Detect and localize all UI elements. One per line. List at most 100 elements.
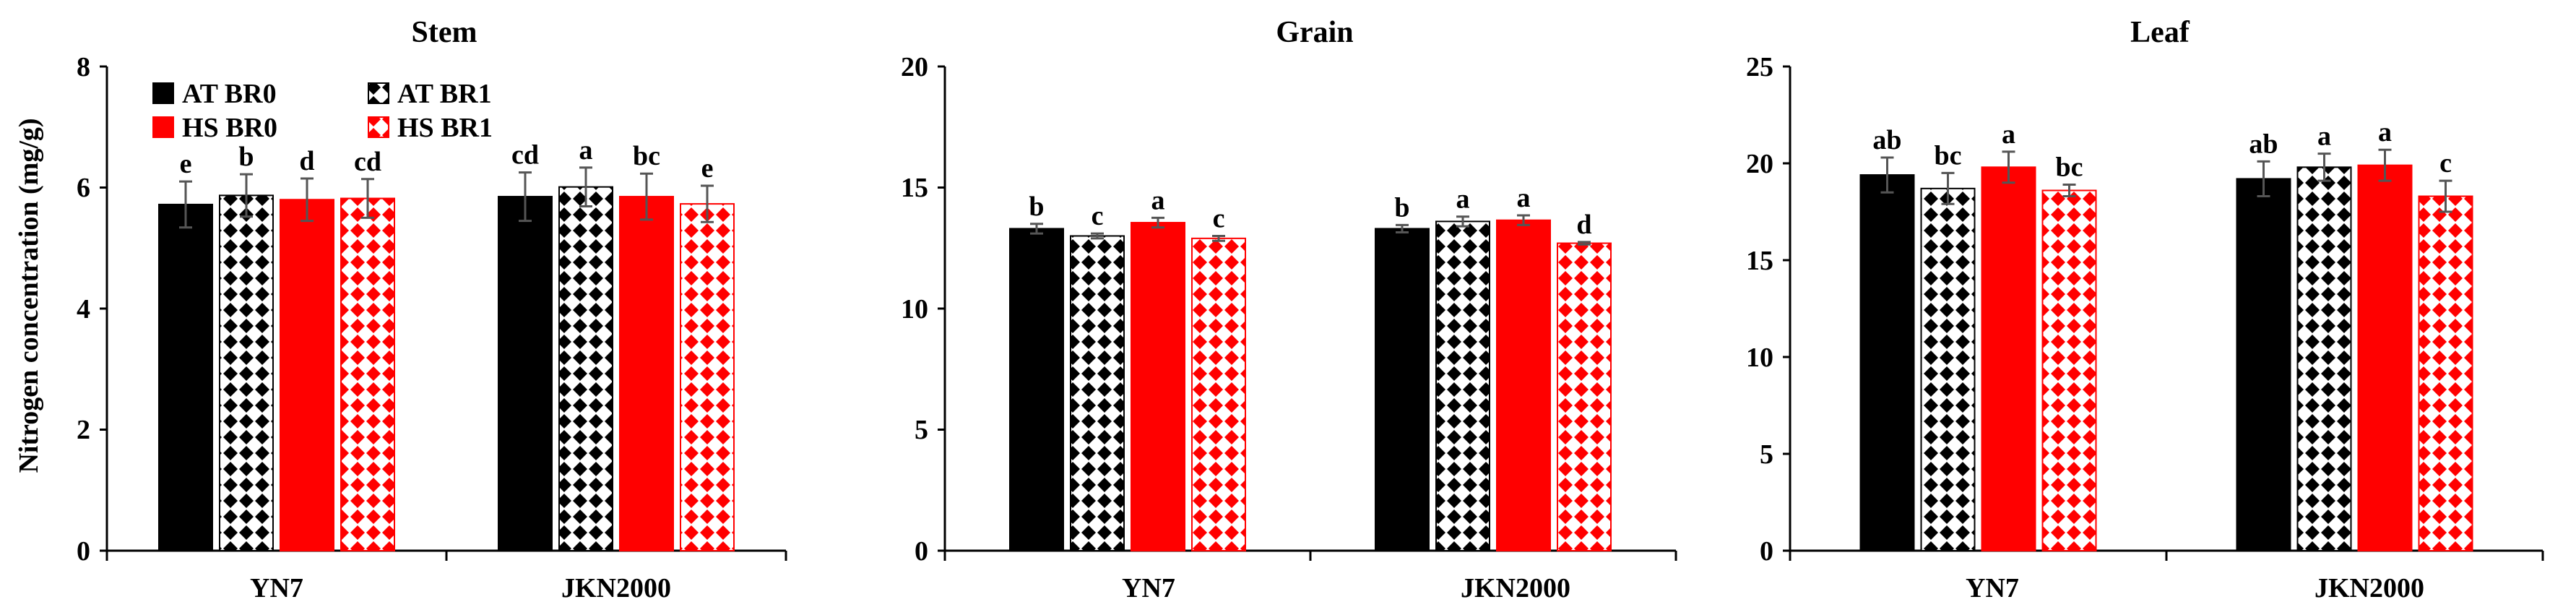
legend-swatch — [152, 116, 174, 138]
y-tick-label: 8 — [77, 52, 90, 82]
y-tick-label: 2 — [77, 415, 90, 445]
bars: ab bc a bc ab a a c — [1859, 117, 2473, 552]
y-tick-label: 10 — [1746, 343, 1773, 373]
legend-label: AT BR0 — [182, 79, 277, 109]
error-bar — [1456, 215, 1469, 228]
significance-letter: a — [1517, 183, 1531, 213]
chart-title: Grain — [1276, 16, 1353, 49]
error-bar — [701, 184, 714, 223]
error-bar — [1151, 216, 1164, 229]
bars: b cac b a ad — [1009, 183, 1612, 551]
bar-hs-br0 — [2357, 164, 2413, 551]
bar-at-br0 — [498, 196, 553, 551]
bar-hs-br0 — [280, 199, 334, 551]
significance-letter: b — [238, 142, 254, 172]
bar-at-br1 — [219, 194, 274, 551]
y-tick-label: 15 — [901, 173, 928, 203]
significance-letter: c — [1092, 201, 1104, 231]
significance-letter: e — [180, 149, 192, 179]
bar-hs-br1 — [680, 203, 735, 551]
error-bar — [361, 178, 374, 219]
error-bar — [240, 173, 253, 218]
y-tick-label: 20 — [1746, 149, 1773, 179]
significance-letter: cd — [354, 147, 381, 177]
legend-item-hs-br0: HS BR0 — [152, 113, 277, 143]
leaf-chart: Leaf 0 5 10 15 20 25 YN7 JKN2000 abbcabc… — [1746, 16, 2544, 603]
bar-hs-br1 — [1557, 242, 1612, 551]
bar-at-br0 — [158, 203, 213, 551]
legend-swatch — [152, 82, 174, 104]
y-axis: 0 5 10 15 20 — [901, 52, 946, 567]
y-tick-label: 25 — [1746, 52, 1773, 82]
legend-label: HS BR1 — [397, 113, 493, 143]
bar-hs-br1 — [2418, 195, 2473, 551]
error-bar — [2257, 160, 2270, 198]
x-axis: YN7 JKN2000 — [1789, 549, 2544, 603]
x-category-label: JKN2000 — [561, 573, 671, 603]
bar-at-br0 — [1009, 228, 1064, 551]
x-category-label: YN7 — [1122, 573, 1175, 603]
bar-at-br1 — [1920, 187, 1976, 551]
error-bar — [2002, 150, 2015, 184]
error-bar — [640, 172, 653, 221]
x-axis: YN7 JKN2000 — [943, 549, 1677, 603]
bar-hs-br0 — [1131, 222, 1185, 551]
bar-hs-br0 — [619, 196, 674, 551]
error-bar — [1941, 171, 1955, 205]
stem-chart: Stem Nitrogen concentration (mg/g) 0 2 4… — [14, 16, 787, 603]
y-axis-label: Nitrogen concentration (mg/g) — [14, 118, 44, 473]
error-bar — [1578, 241, 1591, 246]
significance-letter: a — [2378, 117, 2392, 147]
significance-letter: a — [579, 135, 593, 165]
significance-letter: a — [1151, 185, 1165, 215]
error-bar — [1212, 235, 1225, 242]
y-tick-label: 0 — [915, 536, 928, 567]
y-tick-label: 5 — [915, 415, 928, 445]
significance-letter: d — [299, 146, 314, 176]
significance-letter: b — [1029, 192, 1044, 222]
bar-at-br1 — [1070, 235, 1125, 551]
significance-letter: a — [1456, 184, 1470, 215]
x-category-label: YN7 — [1966, 573, 2019, 603]
error-bar — [2439, 179, 2452, 213]
error-bar — [301, 177, 314, 223]
bar-at-br1 — [2296, 166, 2352, 552]
significance-letter: bc — [1935, 140, 1962, 171]
y-axis: 0 2 4 6 8 — [77, 52, 108, 567]
bar-hs-br0 — [1981, 166, 2036, 552]
significance-letter: b — [1394, 192, 1409, 223]
error-bar — [1517, 214, 1530, 226]
significance-letter: bc — [2056, 152, 2083, 182]
bar-at-br0 — [1859, 174, 1915, 551]
x-category-label: JKN2000 — [2314, 573, 2424, 603]
significance-letter: ab — [1872, 125, 1901, 155]
x-category-label: JKN2000 — [1461, 573, 1570, 603]
error-bar — [2378, 148, 2392, 182]
significance-letter: a — [2317, 121, 2331, 152]
significance-letter: ab — [2249, 129, 2278, 159]
bar-hs-br1 — [2041, 189, 2097, 551]
error-bar — [1880, 156, 1894, 194]
grain-chart: Grain 0 5 10 15 20 YN7 JKN2000 b c a c b a a d — [901, 16, 1677, 603]
y-tick-label: 6 — [77, 173, 90, 203]
error-bar — [2062, 183, 2076, 198]
legend-label: AT BR1 — [397, 79, 492, 109]
y-tick-label: 10 — [901, 294, 928, 324]
significance-letter: c — [2439, 148, 2452, 179]
legend-item-at-br0: AT BR0 — [152, 79, 277, 109]
legend-swatch — [368, 82, 389, 104]
bar-at-br1 — [558, 186, 613, 551]
error-bar — [179, 180, 192, 229]
y-tick-label: 4 — [77, 294, 90, 324]
significance-letter: d — [1576, 210, 1591, 240]
y-tick-label: 0 — [1760, 536, 1773, 567]
legend-item-at-br1: AT BR1 — [368, 79, 492, 109]
bar-hs-br0 — [1496, 219, 1551, 551]
bar-at-br1 — [1435, 220, 1490, 551]
y-tick-label: 15 — [1746, 246, 1773, 276]
significance-letter: e — [701, 153, 714, 184]
y-tick-label: 0 — [77, 536, 90, 567]
bar-at-br0 — [2236, 178, 2291, 551]
error-bar — [1396, 223, 1409, 233]
